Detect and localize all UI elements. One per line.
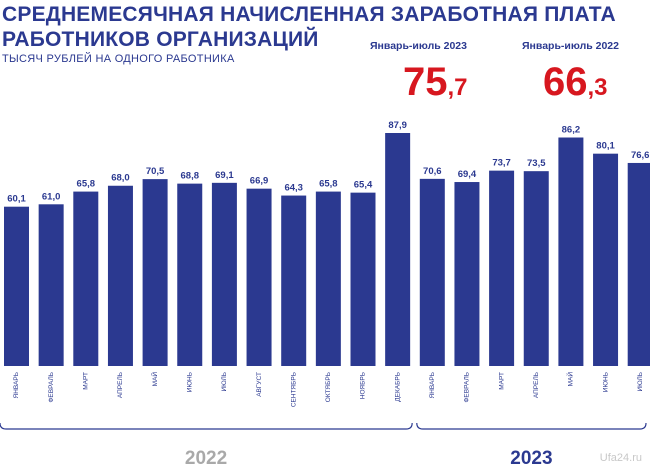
bar (454, 182, 480, 366)
bar (142, 179, 168, 366)
summary-value-2022-dec: ,3 (587, 74, 608, 101)
category-label: ЯНВАРЬ (429, 372, 436, 398)
category-label: ОКТЯБРЬ (325, 372, 332, 402)
summary-value-2023-int: 75 (403, 60, 448, 104)
category-label: ФЕВРАЛЬ (48, 372, 55, 403)
data-label: 70,6 (423, 166, 442, 177)
category-label: НОЯБРЬ (360, 372, 367, 399)
category-label: ИЮНЬ (602, 372, 609, 392)
category-label: ИЮЛЬ (637, 372, 644, 391)
data-label: 68,0 (111, 173, 130, 184)
data-label: 80,1 (596, 141, 615, 152)
bar (177, 183, 203, 366)
bar (73, 191, 99, 366)
bar (211, 182, 237, 366)
bar (4, 206, 29, 366)
summary-value-2022: 66,3 (543, 60, 608, 110)
data-label: 87,9 (388, 120, 407, 131)
bar (281, 195, 307, 366)
bar (246, 188, 272, 366)
data-label: 64,3 (284, 183, 303, 194)
chart-title: СРЕДНЕМЕСЯЧНАЯ НАЧИСЛЕННАЯ ЗАРАБОТНАЯ ПЛ… (2, 2, 616, 52)
category-label: ДЕКАБРЬ (394, 372, 401, 402)
category-label: МАЙ (150, 372, 159, 387)
year-label: 2022 (185, 448, 227, 468)
data-label: 73,5 (527, 158, 546, 169)
category-label: МАРТ (498, 372, 505, 390)
data-label: 66,9 (250, 176, 269, 187)
data-label: 69,4 (458, 169, 477, 180)
category-label: МАЙ (566, 372, 575, 387)
data-label: 60,1 (7, 194, 26, 205)
watermark: Ufa24.ru (599, 452, 642, 464)
bar (385, 133, 411, 366)
data-label: 73,7 (492, 158, 511, 169)
data-label: 86,2 (562, 125, 581, 136)
title-line-1: СРЕДНЕМЕСЯЧНАЯ НАЧИСЛЕННАЯ ЗАРАБОТНАЯ ПЛ… (2, 3, 616, 26)
category-label: СЕНТЯБРЬ (290, 372, 297, 407)
category-label: ИЮНЬ (186, 372, 193, 392)
bar (419, 178, 445, 366)
data-label: 68,8 (181, 171, 200, 182)
data-label: 76,6 (631, 150, 650, 161)
summary-value-2023-dec: ,7 (447, 74, 468, 101)
category-label: ЯНВАРЬ (13, 372, 20, 398)
year-bracket (0, 422, 413, 430)
category-label: МАРТ (83, 372, 90, 390)
bar (38, 204, 64, 366)
bar (489, 170, 515, 366)
data-label: 69,1 (215, 170, 234, 181)
data-label: 61,0 (42, 191, 61, 202)
category-label: АПРЕЛЬ (117, 372, 124, 398)
year-bracket (416, 422, 647, 430)
bar (107, 185, 133, 366)
category-label: АПРЕЛЬ (533, 372, 540, 398)
data-label: 70,5 (146, 166, 165, 177)
bar (350, 192, 376, 366)
summary-value-2023: 75,7 (403, 60, 468, 110)
bar (558, 137, 584, 366)
bar (315, 191, 341, 366)
category-label: ФЕВРАЛЬ (464, 372, 471, 403)
title-line-2: РАБОТНИКОВ ОРГАНИЗАЦИЙ (2, 28, 319, 51)
summary-value-2022-int: 66 (543, 60, 588, 104)
bar (523, 171, 549, 366)
summary-period-2022: Январь-июль 2022 (522, 40, 619, 52)
bar (627, 162, 650, 366)
year-label: 2023 (510, 448, 552, 468)
data-label: 65,4 (354, 180, 373, 191)
summary-period-2023: Январь-июль 2023 (370, 40, 467, 52)
data-label: 65,8 (319, 179, 338, 190)
category-label: ИЮЛЬ (221, 372, 228, 391)
data-label: 65,8 (77, 179, 96, 190)
bar (593, 153, 619, 366)
chart-subtitle: ТЫСЯЧ РУБЛЕЙ НА ОДНОГО РАБОТНИКА (2, 53, 235, 65)
category-label: АВГУСТ (256, 372, 263, 397)
